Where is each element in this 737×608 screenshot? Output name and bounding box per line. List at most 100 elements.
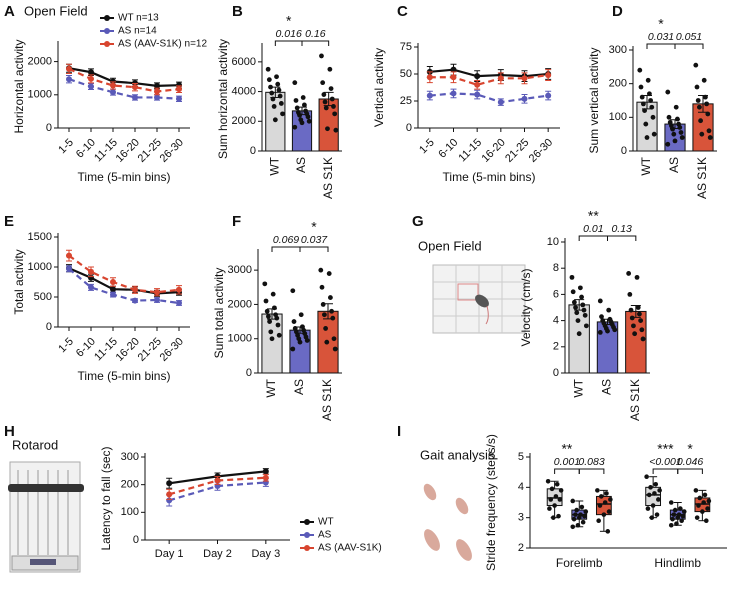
y-axis-label: Sum total activity [212,268,226,359]
data-point [700,509,705,514]
data-point [132,84,138,91]
data-point [545,92,552,99]
data-point [327,66,333,72]
data-point [571,516,577,522]
data-point [681,509,687,514]
x-tick-label: 26-30 [527,137,555,165]
data-point [166,491,173,498]
data-point [323,105,329,111]
y-tick-label: 2000 [228,298,252,310]
x-tick-label: AS S1K [321,157,335,199]
x-tick-label: 21-25 [136,137,164,165]
panel-letter: A [4,3,15,20]
data-point [318,267,324,273]
data-point [521,75,528,82]
data-point [305,114,311,120]
y-tick-label: 0 [406,122,412,134]
data-point [88,83,94,90]
x-tick-label: AS [292,379,306,395]
x-tick-label: 16-20 [114,137,142,165]
data-point [66,265,72,272]
significance-stars: ** [561,441,572,457]
x-tick-label: 1-5 [56,137,76,157]
series-line [429,73,549,86]
data-point [176,300,182,306]
panel-title: Open Field [418,238,482,253]
data-point [680,513,686,519]
legend-label: AS (AAV-S1K) [318,543,382,554]
data-point [326,271,332,276]
data-point [672,138,678,144]
data-point [450,90,457,97]
data-point [320,302,326,307]
data-point [276,87,282,93]
series-line [68,78,180,100]
x-tick-label: 21-25 [503,137,531,165]
data-point [645,506,651,511]
x-tick-label: Day 1 [155,548,184,560]
data-point [549,486,555,492]
data-point [575,318,581,323]
panel-letter: I [397,423,401,440]
data-point [265,66,271,72]
data-point [266,77,272,83]
legend-marker [304,532,310,538]
data-point [705,506,710,511]
error-bar [670,119,680,129]
data-point [654,512,660,517]
data-point [634,274,640,280]
y-tick-label: 50 [400,68,412,80]
y-tick-label: 2000 [28,56,52,68]
data-point [703,518,709,523]
data-point [319,53,324,59]
x-axis-label: Time (5-min bins) [443,170,536,184]
data-point [558,488,564,493]
series-line [429,92,549,104]
x-tick-label: WT [639,156,653,175]
legend-label: AS (AAV-S1K) n=12 [118,39,207,50]
panel-title: Open Field [24,3,88,18]
error-bar [267,308,277,320]
data-point [302,102,307,108]
comparison-bracket [677,468,703,474]
y-axis-label: Velocity (cm/s) [519,268,533,346]
y-tick-label: 0 [250,145,256,157]
data-point [262,281,268,287]
data-point [474,73,481,80]
data-point [276,332,282,338]
data-point [331,104,336,109]
data-point [290,346,296,352]
y-tick-label: 5 [518,451,524,463]
error-bar [574,299,585,311]
y-tick-label: 10 [547,236,559,248]
data-point [693,488,699,493]
data-point [321,92,327,97]
y-tick-label: 25 [400,95,412,107]
data-point [291,319,297,324]
x-tick-label: Forelimb [556,556,603,570]
series-line [429,68,549,78]
y-tick-label: 4 [518,481,524,493]
bar [636,101,658,152]
data-point [644,135,650,140]
panel-letter: C [397,3,408,20]
data-point [426,74,433,81]
error-bar [270,86,281,99]
y-tick-label: 2 [553,341,559,353]
data-point [154,82,160,89]
y-tick-label: 1000 [28,261,52,273]
y-tick-label: 75 [400,41,412,53]
data-point [292,80,298,86]
data-point [626,271,632,276]
data-point [110,82,116,89]
data-point [602,500,608,505]
series-line [68,67,180,87]
panel-letter: G [412,213,424,230]
data-point [657,488,662,493]
data-point [328,86,334,91]
data-point [697,104,702,110]
data-point [275,322,281,328]
data-point [297,339,303,345]
comparison-bracket [578,235,608,241]
data-point [679,135,685,140]
